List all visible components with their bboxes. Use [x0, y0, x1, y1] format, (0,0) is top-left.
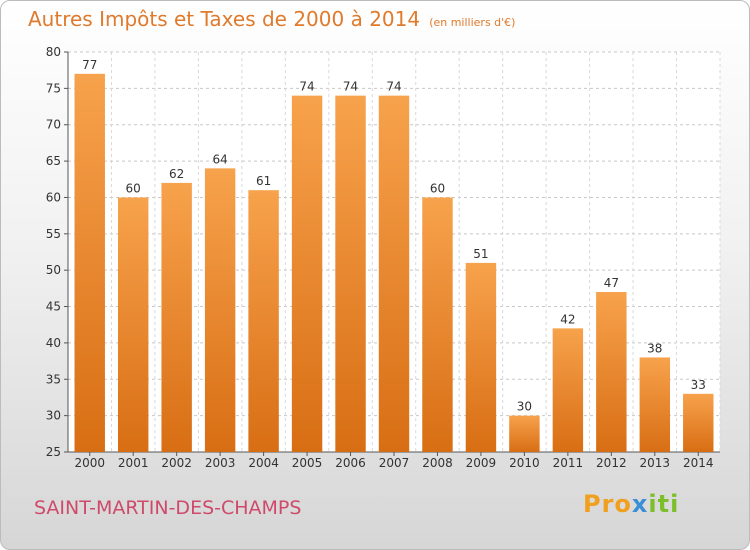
value-label-2014: 33 [691, 378, 706, 392]
value-label-2004: 61 [256, 174, 271, 188]
x-tick-label-2005: 2005 [292, 456, 323, 470]
bar-2000 [74, 73, 105, 453]
y-tick-label: 45 [46, 300, 61, 314]
x-tick-label-2002: 2002 [161, 456, 192, 470]
bar-2011 [552, 328, 584, 452]
bar-2001 [117, 197, 149, 452]
value-label-2001: 60 [126, 181, 141, 195]
value-label-2009: 51 [473, 247, 488, 261]
bar-2003 [204, 168, 236, 452]
y-tick-label: 50 [46, 263, 61, 277]
y-tick-label: 35 [46, 372, 61, 386]
bar-2010 [509, 415, 540, 452]
bar-2002 [161, 182, 192, 452]
y-tick-label: 65 [46, 154, 61, 168]
x-tick-label-2014: 2014 [683, 456, 714, 470]
value-label-2002: 62 [169, 167, 184, 181]
value-label-2005: 74 [299, 80, 314, 94]
bar-2014 [683, 393, 714, 452]
value-label-2012: 47 [604, 276, 619, 290]
y-tick-label: 25 [46, 445, 61, 459]
logo-part-3: iti [648, 490, 680, 518]
chart-title-block: Autres Impôts et Taxes de 2000 à 2014 (e… [28, 7, 515, 31]
x-tick-label-2000: 2000 [74, 456, 105, 470]
chart-subtitle: (en milliers d'€) [429, 16, 516, 29]
y-tick-label: 80 [46, 45, 61, 59]
bar-2004 [248, 190, 279, 452]
labels: 25 30 35 40 45 50 55 60 65 70 75 80 77 2000 60 2001 62 20… [46, 45, 714, 470]
x-tick-label-2009: 2009 [466, 456, 497, 470]
x-tick-label-2013: 2013 [640, 456, 671, 470]
proxiti-logo: Proxiti [583, 490, 679, 518]
value-label-2008: 60 [430, 181, 445, 195]
x-tick-label-2004: 2004 [248, 456, 279, 470]
logo-part-2: x [631, 490, 649, 518]
y-tick-label: 40 [46, 336, 61, 350]
bar-2005 [291, 95, 323, 453]
bar-2006 [335, 95, 366, 453]
value-label-2006: 74 [343, 80, 358, 94]
x-tick-label-2006: 2006 [335, 456, 366, 470]
place-name: SAINT-MARTIN-DES-CHAMPS [34, 497, 302, 519]
x-tick-label-2003: 2003 [205, 456, 236, 470]
x-tick-label-2012: 2012 [596, 456, 627, 470]
value-label-2003: 64 [212, 152, 227, 166]
bar-2012 [596, 292, 627, 452]
x-tick-label-2001: 2001 [118, 456, 149, 470]
y-tick-label: 30 [46, 409, 61, 423]
logo-part-1: Pro [583, 490, 632, 518]
bar-2007 [378, 95, 410, 453]
chart-title: Autres Impôts et Taxes de 2000 à 2014 [28, 7, 421, 31]
x-tick-label-2007: 2007 [379, 456, 410, 470]
value-label-2007: 74 [386, 80, 401, 94]
x-tick-label-2008: 2008 [422, 456, 453, 470]
bar-2008 [422, 197, 453, 452]
value-label-2000: 77 [82, 58, 97, 72]
bar-2009 [465, 262, 497, 452]
x-tick-label-2011: 2011 [553, 456, 584, 470]
y-tick-label: 60 [46, 190, 61, 204]
y-tick-label: 70 [46, 118, 61, 132]
value-label-2010: 30 [517, 400, 532, 414]
value-label-2013: 38 [647, 341, 662, 355]
x-tick-label-2010: 2010 [509, 456, 540, 470]
value-label-2011: 42 [560, 312, 575, 326]
bars [74, 73, 714, 453]
y-tick-label: 75 [46, 81, 61, 95]
bar-2013 [639, 357, 671, 452]
y-tick-label: 55 [46, 227, 61, 241]
